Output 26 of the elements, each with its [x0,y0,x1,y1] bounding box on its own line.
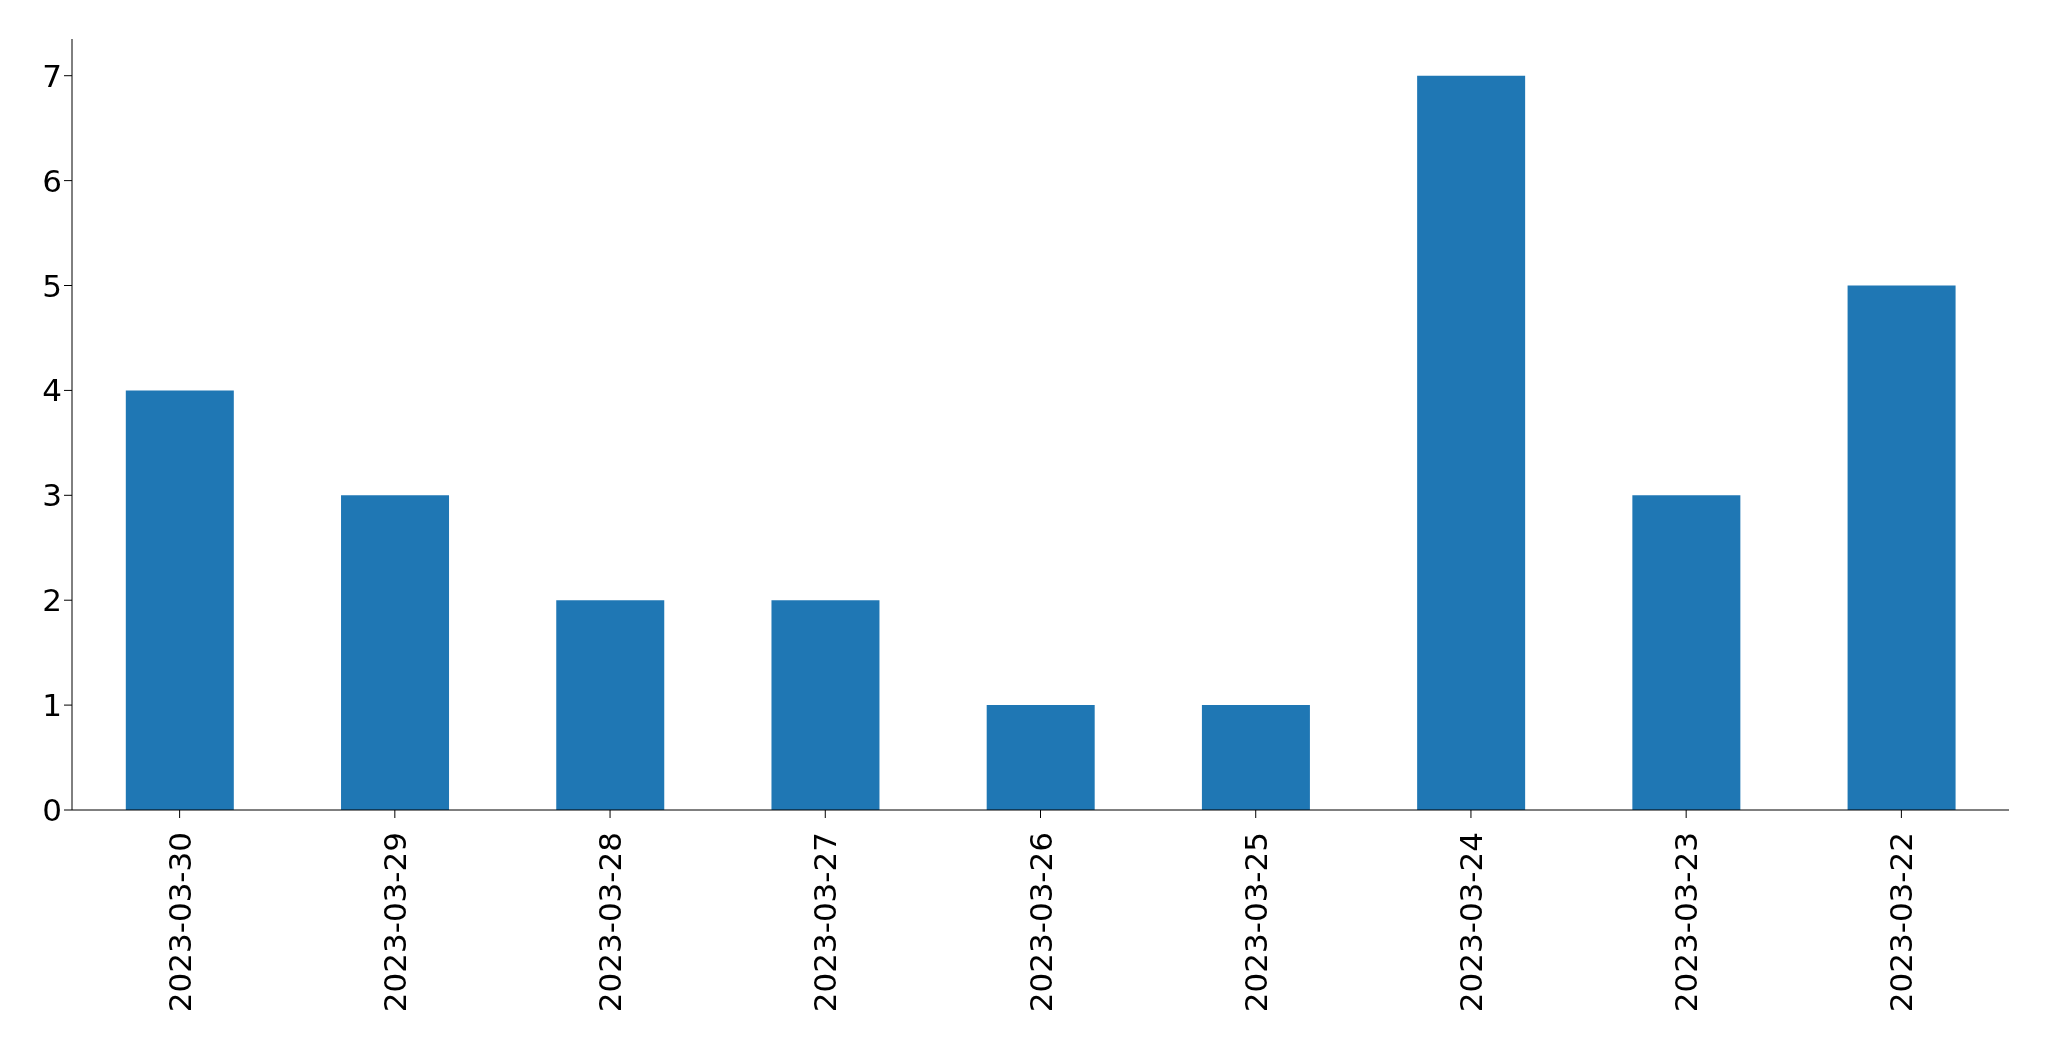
x-tick-label: 2023-03-29 [376,832,413,1013]
x-tick-label: 2023-03-24 [1452,832,1489,1013]
bar [771,600,880,810]
bar [986,705,1095,810]
bar [125,390,234,810]
y-tick-label: 1 [42,687,62,724]
bar [1417,75,1526,810]
bar [1847,285,1956,810]
y-tick-label: 2 [42,582,62,619]
y-tick-label: 6 [42,162,62,199]
x-tick-label: 2023-03-25 [1237,832,1274,1013]
x-tick-label: 2023-03-30 [161,832,198,1013]
y-tick-label: 4 [42,372,62,409]
x-tick-label: 2023-03-28 [592,832,629,1013]
bar [1201,705,1310,810]
y-tick-label: 0 [42,792,62,829]
bar [1632,495,1741,810]
x-tick-label: 2023-03-26 [1022,832,1059,1013]
x-tick-label: 2023-03-23 [1668,832,1705,1013]
y-tick-label: 7 [42,57,62,94]
y-tick-label: 5 [42,267,62,304]
y-tick-label: 3 [42,477,62,514]
x-tick-label: 2023-03-27 [807,832,844,1013]
bar [341,495,450,810]
x-tick-label: 2023-03-22 [1883,832,1920,1013]
bar [556,600,665,810]
